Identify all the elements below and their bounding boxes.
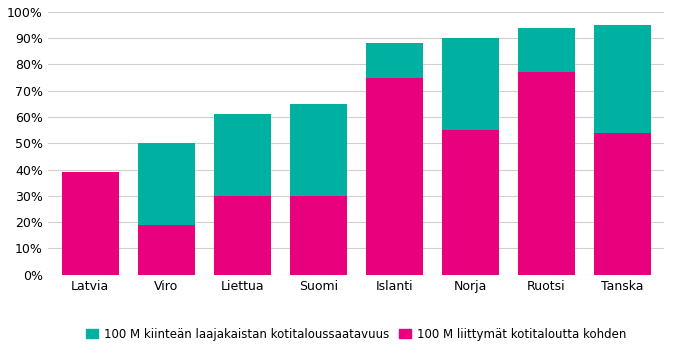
- Bar: [518, 28, 575, 275]
- Bar: [594, 133, 651, 275]
- Bar: [518, 73, 575, 275]
- Bar: [365, 77, 422, 275]
- Bar: [594, 25, 651, 275]
- Legend: 100 M kiinteän laajakaistan kotitaloussaatavuus, 100 M liittymät kotitaloutta ko: 100 M kiinteän laajakaistan kotitaloussa…: [87, 328, 626, 341]
- Bar: [138, 143, 195, 275]
- Bar: [441, 38, 499, 275]
- Bar: [441, 130, 499, 275]
- Bar: [365, 43, 422, 275]
- Bar: [214, 196, 271, 275]
- Bar: [138, 225, 195, 275]
- Bar: [290, 196, 346, 275]
- Bar: [214, 114, 271, 275]
- Bar: [290, 104, 346, 275]
- Bar: [62, 172, 119, 275]
